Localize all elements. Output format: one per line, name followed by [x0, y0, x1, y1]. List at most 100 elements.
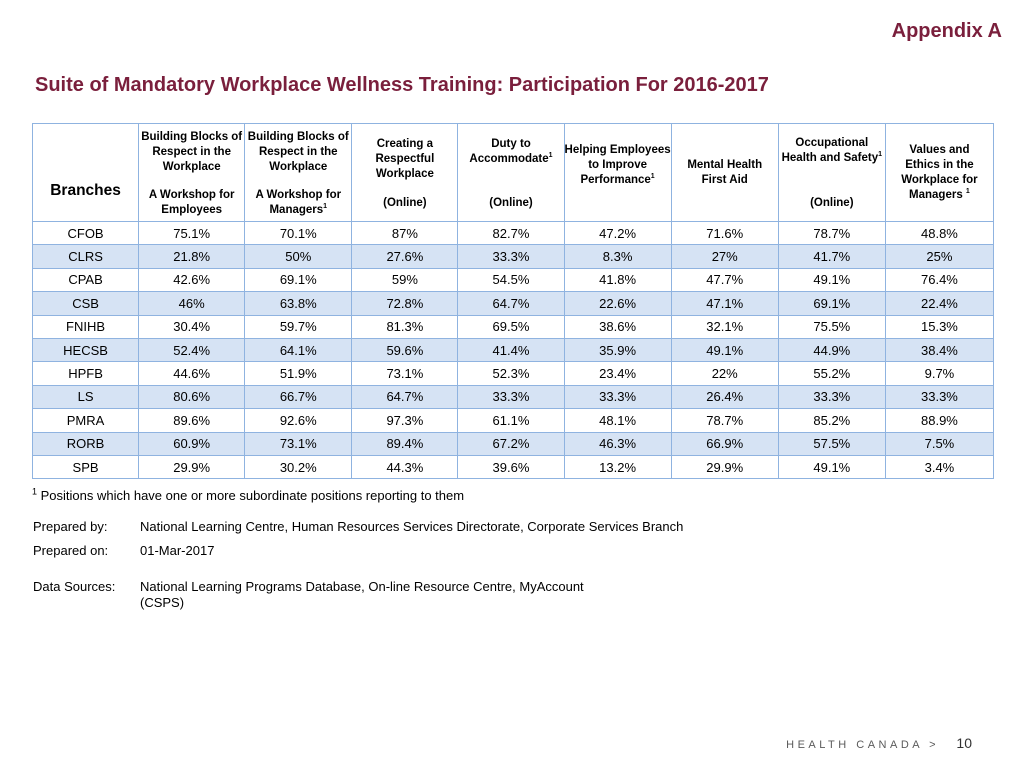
value-cell: 75.1% [138, 220, 246, 246]
value-cell: 47.1% [670, 291, 779, 316]
data-sources-value: National Learning Programs Database, On-… [140, 579, 840, 611]
value-cell: 27.6% [351, 244, 459, 269]
value-cell: 92.6% [244, 408, 353, 433]
value-cell: 47.7% [670, 267, 779, 293]
page-number: 10 [956, 735, 972, 751]
value-cell: 33.3% [457, 384, 565, 410]
header-col-1-bottom: A Workshop for Employees [148, 189, 235, 216]
value-cell: 63.8% [244, 291, 353, 316]
value-cell: 49.1% [670, 337, 779, 363]
table-row: CLRS 21.8% 50% 27.6% 33.3% 8.3% 27% 41.7% 25% [31, 244, 995, 269]
value-cell: 22% [670, 361, 779, 386]
footnote-text: Positions which have one or more subordi… [37, 488, 465, 503]
value-cell: 89.4% [351, 431, 459, 456]
table-row: HPFB 44.6% 51.9% 73.1% 52.3% 23.4% 22% 55.2% 9.7… [31, 361, 995, 386]
value-cell: 49.1% [777, 454, 886, 480]
value-cell: 32.1% [670, 314, 779, 339]
table-header-row: Branches Building Blocks of Respect in t… [31, 123, 995, 222]
data-sources-label: Data Sources: [33, 579, 116, 594]
branch-cell: LS [31, 384, 140, 410]
value-cell: 39.6% [457, 454, 565, 480]
header-col-3-top: Creating a Respectful Workplace [375, 138, 435, 180]
value-cell: 54.5% [457, 267, 565, 293]
header-col-4-top-wrap: Duty to Accommodate1 [458, 137, 563, 167]
header-col-5-mid: Helping Employees to Improve Performance [564, 144, 671, 186]
header-col-2-bottom: A Workshop for Managers [255, 189, 342, 216]
value-cell: 15.3% [884, 314, 995, 339]
value-cell: 55.2% [777, 361, 886, 386]
header-col-6: Mental Health First Aid [670, 123, 779, 222]
value-cell: 78.7% [777, 220, 886, 246]
value-cell: 46% [138, 291, 246, 316]
branch-cell: FNIHB [31, 314, 140, 339]
table-row: RORB 60.9% 73.1% 89.4% 67.2% 46.3% 66.9% 57.5% 7… [31, 431, 995, 456]
footnote: 1 Positions which have one or more subor… [32, 486, 465, 503]
header-branches: Branches [31, 123, 140, 222]
value-cell: 33.3% [884, 384, 995, 410]
header-col-8: Values and Ethics in the Workplace for M… [884, 123, 995, 222]
footnote-marker: 1 [32, 486, 38, 497]
value-cell: 66.7% [244, 384, 353, 410]
participation-table: Branches Building Blocks of Respect in t… [31, 123, 995, 480]
value-cell: 85.2% [777, 408, 886, 433]
branch-cell: HPFB [31, 361, 140, 386]
header-col-4: Duty to Accommodate1 (Online) [457, 123, 565, 222]
appendix-label: Appendix A [891, 20, 1002, 42]
value-cell: 30.2% [244, 454, 353, 480]
data-sources-line-2: (CSPS) [140, 595, 185, 610]
value-cell: 61.1% [457, 408, 565, 433]
footnote-marker: 1 [548, 152, 553, 160]
value-cell: 57.5% [777, 431, 886, 456]
header-col-3-bottom: (Online) [383, 197, 427, 209]
value-cell: 25% [884, 244, 995, 269]
value-cell: 80.6% [138, 384, 246, 410]
value-cell: 26.4% [670, 384, 779, 410]
branches-header: Branches [50, 182, 121, 199]
data-sources-line-1: National Learning Programs Database, On-… [140, 579, 584, 594]
value-cell: 75.5% [777, 314, 886, 339]
value-cell: 60.9% [138, 431, 246, 456]
footnote-marker: 1 [323, 203, 328, 211]
value-cell: 9.7% [884, 361, 995, 386]
branch-cell: SPB [31, 454, 140, 480]
prepared-on-label: Prepared on: [33, 543, 109, 558]
value-cell: 87% [351, 220, 459, 246]
footnote-marker: 1 [965, 188, 970, 196]
table-row: FNIHB 30.4% 59.7% 81.3% 69.5% 38.6% 32.1% 75.5%… [31, 314, 995, 339]
table-row: CSB 46% 63.8% 72.8% 64.7% 22.6% 47.1% 69.1% 22.4… [31, 291, 995, 316]
value-cell: 23.4% [563, 361, 672, 386]
table-row: SPB 29.9% 30.2% 44.3% 39.6% 13.2% 29.9% 49.1% 3.… [31, 454, 995, 480]
header-col-5-mid-wrap: Helping Employees to Improve Performance… [565, 124, 671, 221]
value-cell: 88.9% [884, 408, 995, 433]
header-col-2-top: Building Blocks of Respect in the Workpl… [247, 131, 349, 173]
value-cell: 69.1% [244, 267, 353, 293]
value-cell: 44.6% [138, 361, 246, 386]
header-col-1-top: Building Blocks of Respect in the Workpl… [141, 131, 243, 173]
value-cell: 33.3% [777, 384, 886, 410]
value-cell: 51.9% [244, 361, 353, 386]
footer-brand: HEALTH CANADA > [786, 739, 939, 751]
value-cell: 38.6% [563, 314, 672, 339]
value-cell: 22.4% [884, 291, 995, 316]
value-cell: 59.6% [351, 337, 459, 363]
branch-cell: CPAB [31, 267, 140, 293]
prepared-on-value: 01-Mar-2017 [140, 543, 215, 558]
value-cell: 76.4% [884, 267, 995, 293]
branch-cell: CLRS [31, 244, 140, 269]
header-col-6-mid: Mental Health First Aid [687, 159, 763, 186]
header-col-8-mid-wrap: Values and Ethics in the Workplace for M… [886, 124, 993, 221]
value-cell: 38.4% [884, 337, 995, 363]
value-cell: 44.9% [777, 337, 886, 363]
value-cell: 29.9% [138, 454, 246, 480]
value-cell: 73.1% [244, 431, 353, 456]
page-title: Suite of Mandatory Workplace Wellness Tr… [35, 74, 769, 96]
value-cell: 8.3% [563, 244, 672, 269]
header-col-7-top-wrap: Occupational Health and Safety1 [779, 136, 885, 166]
value-cell: 82.7% [457, 220, 565, 246]
value-cell: 33.3% [457, 244, 565, 269]
value-cell: 41.8% [563, 267, 672, 293]
value-cell: 48.8% [884, 220, 995, 246]
header-col-4-bottom: (Online) [489, 197, 533, 209]
value-cell: 72.8% [351, 291, 459, 316]
value-cell: 35.9% [563, 337, 672, 363]
